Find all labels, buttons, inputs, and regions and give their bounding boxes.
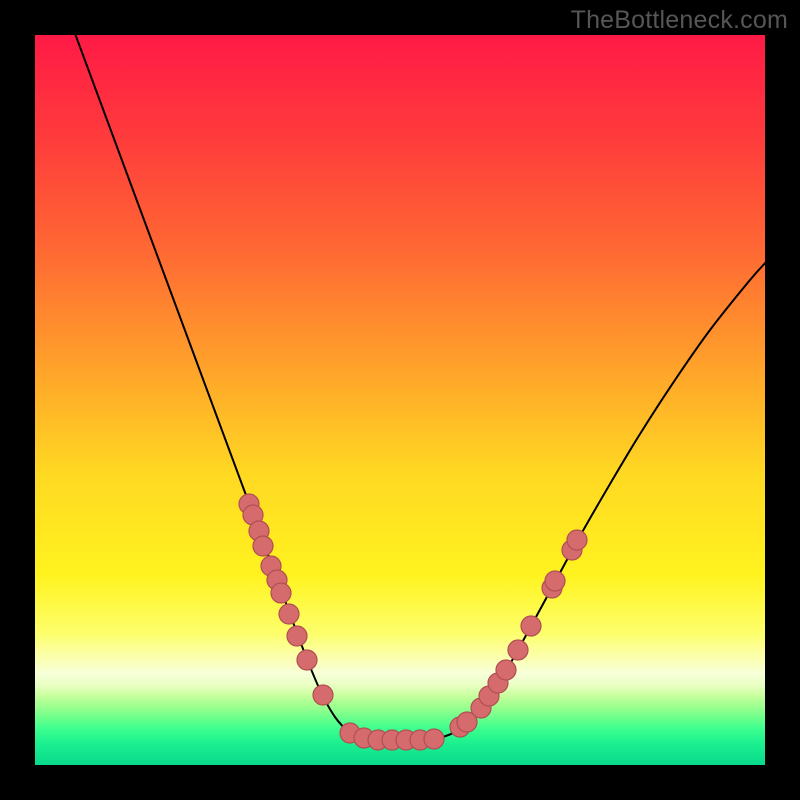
data-marker: [279, 604, 299, 624]
watermark-text: TheBottleneck.com: [571, 6, 788, 35]
marker-group: [239, 494, 587, 750]
data-marker: [521, 616, 541, 636]
data-marker: [313, 685, 333, 705]
chart-root: TheBottleneck.com: [0, 0, 800, 800]
data-marker: [297, 650, 317, 670]
data-marker: [508, 640, 528, 660]
data-marker: [496, 660, 516, 680]
data-marker: [567, 530, 587, 550]
chart-svg: [0, 0, 800, 800]
data-marker: [545, 571, 565, 591]
v-curve: [70, 20, 768, 740]
data-marker: [253, 536, 273, 556]
data-marker: [271, 583, 291, 603]
data-marker: [287, 626, 307, 646]
data-marker: [424, 729, 444, 749]
